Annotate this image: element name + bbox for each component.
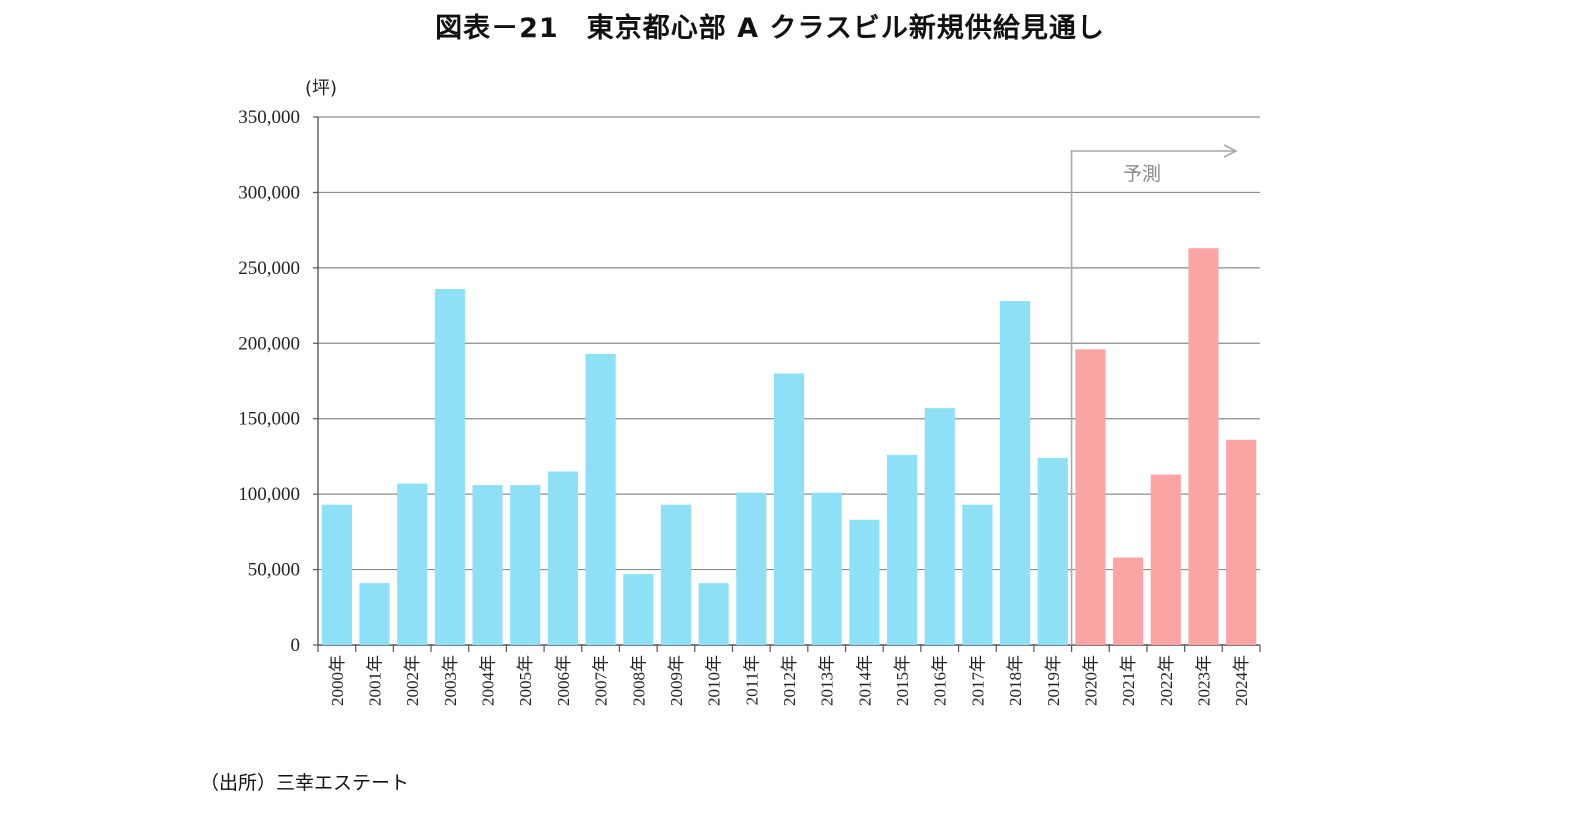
bar-2004年 <box>472 485 503 645</box>
x-tick-label: 2023年 <box>1194 655 1213 706</box>
bar-2022年 <box>1150 474 1181 645</box>
bar-2007年 <box>585 353 616 645</box>
x-tick-label: 2017年 <box>968 655 987 706</box>
bar-2002年 <box>397 483 428 645</box>
x-tick-label: 2013年 <box>818 655 837 706</box>
bar-2005年 <box>510 485 541 645</box>
y-tick-label: 0 <box>291 635 301 656</box>
bar-2024年 <box>1226 439 1257 645</box>
x-tick-label: 2014年 <box>855 655 874 706</box>
bar-2011年 <box>736 492 767 645</box>
bar-2019年 <box>1037 457 1068 645</box>
y-tick-label: 300,000 <box>238 182 300 203</box>
source-note: （出所）三幸エステート <box>200 772 410 794</box>
bar-2021年 <box>1113 557 1144 645</box>
forecast-arrowhead <box>1223 144 1238 158</box>
x-tick-label: 2020年 <box>1081 655 1100 706</box>
bar-2016年 <box>924 408 955 645</box>
x-tick-label: 2009年 <box>667 655 686 706</box>
x-tick-label: 2016年 <box>931 655 950 706</box>
y-tick-label: 150,000 <box>238 409 300 430</box>
x-tick-label: 2021年 <box>1119 655 1138 706</box>
bar-2020年 <box>1075 349 1106 645</box>
bar-2015年 <box>886 454 918 645</box>
x-tick-label: 2024年 <box>1232 655 1251 706</box>
y-tick-label: 250,000 <box>238 258 300 279</box>
x-tick-label: 2011年 <box>742 655 761 705</box>
x-tick-label: 2002年 <box>403 655 422 706</box>
bar-2014年 <box>849 519 880 645</box>
chart-title: 図表－21 東京都心部 A クラスビル新規供給見通し <box>435 13 1105 44</box>
bar-2009年 <box>660 504 692 645</box>
x-tick-label: 2006年 <box>554 655 573 706</box>
x-tick-label: 2010年 <box>705 655 724 706</box>
bar-2013年 <box>811 492 842 645</box>
y-tick-label: 50,000 <box>248 560 300 581</box>
bar-2012年 <box>773 373 805 645</box>
x-tick-label: 2003年 <box>441 655 460 706</box>
x-tick-label: 2019年 <box>1044 655 1063 706</box>
x-tick-label: 2005年 <box>516 655 535 706</box>
y-tick-label: 350,000 <box>238 107 300 128</box>
y-tick-label: 100,000 <box>238 484 300 505</box>
y-axis-unit: (坪) <box>305 78 337 99</box>
bar-chart: (坪) 0 50,000 100,000 150,000 200,000 250,000 3… <box>238 78 1261 706</box>
x-tick-label: 2000年 <box>328 655 347 706</box>
bar-2006年 <box>547 471 578 645</box>
x-tick-label: 2004年 <box>479 655 498 706</box>
y-tick-label: 200,000 <box>238 333 300 354</box>
bar-2008年 <box>623 574 654 645</box>
bar-2003年 <box>434 288 465 645</box>
bar-2017年 <box>962 504 993 645</box>
x-tick-label: 2022年 <box>1157 655 1176 706</box>
bar-2023年 <box>1188 248 1219 645</box>
bar-2018年 <box>1000 301 1031 645</box>
x-tick-label: 2018年 <box>1006 655 1025 706</box>
bar-2010年 <box>698 583 729 645</box>
x-tick-label: 2001年 <box>366 655 385 706</box>
bar-2001年 <box>359 583 390 645</box>
bar-2000年 <box>321 504 352 645</box>
x-tick-label: 2012年 <box>780 655 799 706</box>
x-tick-label: 2007年 <box>592 655 611 706</box>
forecast-label: 予測 <box>1123 163 1161 185</box>
x-tick-label: 2008年 <box>629 655 648 706</box>
x-tick-label: 2015年 <box>893 655 912 706</box>
